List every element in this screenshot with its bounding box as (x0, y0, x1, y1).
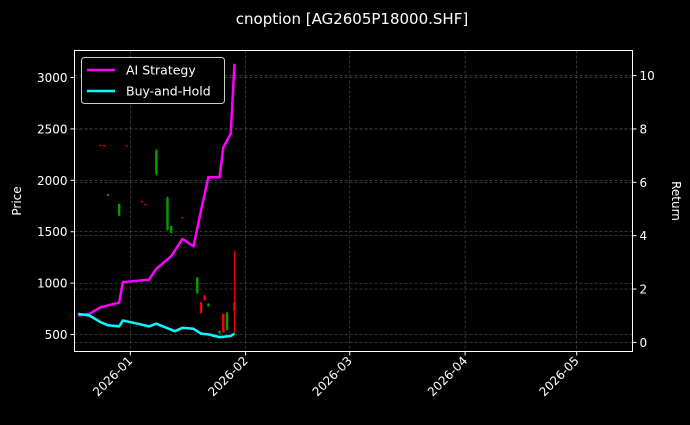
x-tick-label: 2026-02 (205, 354, 250, 399)
legend-label-buy-and-hold: Buy-and-Hold (126, 84, 211, 99)
y-left-tick-label: 500 (45, 328, 68, 342)
y-right-tick-label: 8 (640, 122, 648, 136)
x-axis: 2026-01 2026-02 2026-03 2026-04 2026-05 (90, 351, 582, 399)
chart-title: cnoption [AG2605P18000.SHF] (236, 10, 468, 28)
legend-box (81, 57, 225, 104)
series-lines (78, 63, 236, 339)
candle-body (170, 226, 173, 233)
y-left-tick-label: 2000 (37, 174, 68, 188)
candle-body (140, 201, 143, 203)
y-left-tick-label: 3000 (37, 71, 68, 85)
y-left-tick-label: 2500 (37, 122, 68, 136)
candle-body (218, 330, 221, 334)
candle-body (203, 295, 206, 301)
candle-body (99, 145, 102, 147)
candle-body (233, 302, 236, 311)
candle-body (199, 302, 203, 313)
y-axis-left: 500 1000 1500 2000 2500 3000 (37, 71, 75, 342)
y-axis-left-label: Price (10, 186, 24, 215)
candles (99, 144, 236, 334)
x-tick-label: 2026-04 (425, 354, 470, 399)
candle-body (103, 145, 106, 147)
candle-body (155, 150, 158, 175)
candle-body (207, 303, 210, 307)
legend-label-ai-strategy: AI Strategy (126, 63, 196, 78)
x-tick-label: 2026-01 (90, 354, 135, 399)
plot-frame (74, 50, 633, 352)
candle-body (106, 194, 110, 196)
series-line-ai-strategy (78, 63, 236, 317)
y-right-tick-label: 4 (640, 229, 648, 243)
y-right-tick-label: 10 (640, 69, 655, 83)
y-right-tick-label: 2 (640, 283, 648, 297)
y-left-tick-label: 1000 (37, 277, 68, 291)
candle-body (222, 313, 225, 332)
candle-body (143, 204, 147, 206)
candle-body (196, 277, 199, 294)
candle-body (166, 197, 169, 230)
legend: AI Strategy Buy-and-Hold (81, 57, 225, 104)
y-right-tick-label: 0 (640, 336, 648, 350)
candle-body (117, 203, 121, 216)
x-tick-label: 2026-03 (310, 354, 355, 399)
series-line-buy-and-hold (78, 312, 236, 339)
y-axis-right-label: Return (669, 181, 683, 221)
y-left-tick-label: 1500 (37, 225, 68, 239)
y-axis-right: 0 2 4 6 8 10 (632, 69, 655, 350)
x-tick-label: 2026-05 (536, 354, 581, 399)
candle-body (125, 145, 128, 147)
candle-body (225, 312, 229, 330)
y-right-tick-label: 6 (640, 176, 648, 190)
candle-body (181, 217, 184, 219)
